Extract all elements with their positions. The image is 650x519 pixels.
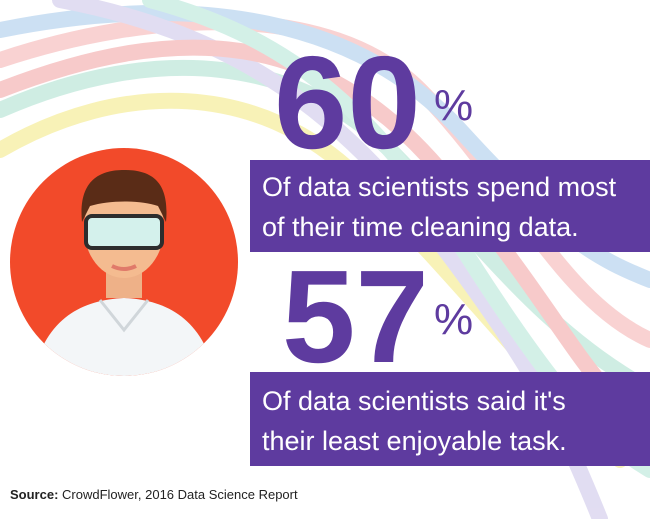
source-text: CrowdFlower, 2016 Data Science Report xyxy=(62,487,298,502)
stat-description: Of data scientists spend most xyxy=(262,172,617,202)
stat-description: Of data scientists said it's xyxy=(262,386,566,416)
stat-unit: % xyxy=(434,81,473,130)
stat-unit: % xyxy=(434,295,473,344)
stat-box xyxy=(250,372,650,466)
source-label: Source: xyxy=(10,487,58,502)
stat-description: of their time cleaning data. xyxy=(262,212,579,242)
stat-number: 60 xyxy=(274,29,421,176)
stat-description: their least enjoyable task. xyxy=(262,426,567,456)
stat-number: 57 xyxy=(282,243,429,390)
source: Source: CrowdFlower, 2016 Data Science R… xyxy=(10,487,298,502)
stat-box xyxy=(250,160,650,252)
